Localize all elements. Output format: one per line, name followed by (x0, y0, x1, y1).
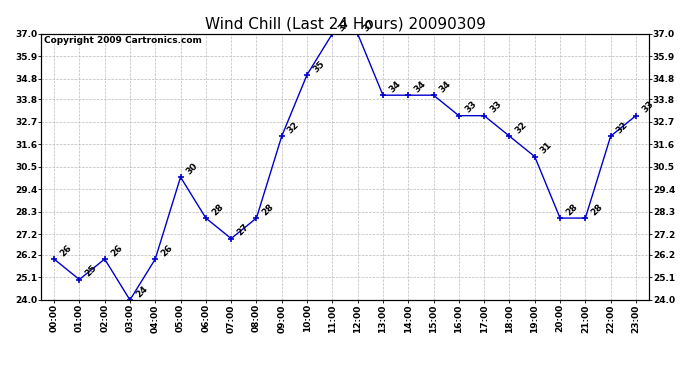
Text: 30: 30 (185, 161, 200, 176)
Text: 33: 33 (640, 100, 656, 115)
Text: 26: 26 (109, 243, 124, 258)
Text: 34: 34 (413, 79, 428, 94)
Text: 31: 31 (539, 141, 554, 156)
Text: 26: 26 (58, 243, 73, 258)
Text: 35: 35 (311, 59, 326, 74)
Text: 32: 32 (286, 120, 301, 135)
Text: 25: 25 (83, 264, 99, 279)
Text: 28: 28 (261, 202, 276, 217)
Text: 32: 32 (615, 120, 630, 135)
Text: 37: 37 (362, 18, 377, 33)
Text: 27: 27 (235, 222, 250, 238)
Text: 37: 37 (337, 18, 352, 33)
Title: Wind Chill (Last 24 Hours) 20090309: Wind Chill (Last 24 Hours) 20090309 (204, 16, 486, 31)
Text: 28: 28 (210, 202, 225, 217)
Text: Copyright 2009 Cartronics.com: Copyright 2009 Cartronics.com (44, 36, 202, 45)
Text: 33: 33 (463, 100, 478, 115)
Text: 32: 32 (513, 120, 529, 135)
Text: 24: 24 (134, 284, 150, 299)
Text: 26: 26 (159, 243, 175, 258)
Text: 34: 34 (387, 79, 402, 94)
Text: 33: 33 (489, 100, 504, 115)
Text: 28: 28 (589, 202, 604, 217)
Text: 28: 28 (564, 202, 580, 217)
Text: 34: 34 (437, 79, 453, 94)
